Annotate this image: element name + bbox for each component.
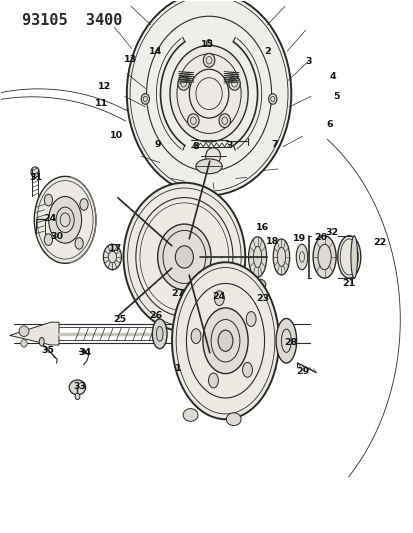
Text: 93105  3400: 93105 3400: [22, 13, 122, 28]
Ellipse shape: [175, 246, 193, 268]
Ellipse shape: [253, 279, 265, 290]
Text: 32: 32: [325, 228, 338, 237]
Ellipse shape: [187, 114, 199, 127]
Ellipse shape: [214, 291, 224, 305]
Text: 22: 22: [372, 238, 385, 247]
Text: 1: 1: [174, 364, 181, 373]
Ellipse shape: [242, 362, 252, 377]
Ellipse shape: [178, 76, 189, 90]
Text: 27: 27: [171, 288, 184, 297]
Ellipse shape: [296, 244, 307, 270]
Ellipse shape: [152, 319, 167, 349]
Ellipse shape: [44, 194, 52, 206]
Ellipse shape: [170, 45, 247, 142]
Ellipse shape: [82, 349, 85, 353]
Text: 8: 8: [192, 142, 198, 151]
Ellipse shape: [49, 197, 81, 243]
Text: 24: 24: [212, 292, 225, 301]
Ellipse shape: [195, 159, 222, 174]
Text: 13: 13: [123, 55, 137, 64]
Ellipse shape: [337, 236, 360, 278]
Ellipse shape: [246, 312, 256, 326]
Ellipse shape: [141, 94, 149, 104]
Text: 26: 26: [149, 311, 162, 320]
Ellipse shape: [103, 244, 121, 270]
Text: 15: 15: [200, 41, 213, 50]
Ellipse shape: [174, 312, 185, 319]
Text: 12: 12: [98, 82, 112, 91]
Ellipse shape: [123, 183, 244, 331]
Ellipse shape: [69, 380, 85, 395]
Ellipse shape: [80, 199, 88, 211]
Text: 25: 25: [113, 315, 126, 324]
Ellipse shape: [208, 373, 218, 388]
Bar: [192, 50, 225, 72]
Ellipse shape: [273, 239, 289, 275]
Text: 21: 21: [342, 279, 355, 288]
Ellipse shape: [205, 148, 220, 165]
Ellipse shape: [312, 236, 335, 278]
Text: 31: 31: [30, 173, 43, 182]
Ellipse shape: [268, 94, 276, 104]
Text: 3: 3: [305, 57, 311, 66]
Ellipse shape: [39, 337, 44, 346]
Ellipse shape: [21, 340, 27, 347]
Text: 6: 6: [325, 120, 332, 129]
Ellipse shape: [191, 329, 200, 344]
Text: 23: 23: [256, 294, 269, 303]
Text: 9: 9: [154, 140, 161, 149]
Ellipse shape: [183, 409, 197, 421]
Text: 16: 16: [255, 223, 268, 232]
Text: 18: 18: [266, 237, 279, 246]
Ellipse shape: [218, 114, 230, 127]
Text: 29: 29: [296, 367, 309, 376]
Text: 4: 4: [329, 72, 335, 81]
Ellipse shape: [19, 326, 29, 336]
Text: 20: 20: [314, 233, 327, 243]
Polygon shape: [9, 322, 59, 345]
Ellipse shape: [275, 318, 296, 363]
Ellipse shape: [172, 262, 278, 419]
Text: 19: 19: [293, 235, 306, 244]
Text: 30: 30: [50, 232, 63, 241]
Ellipse shape: [157, 224, 211, 290]
Text: 28: 28: [284, 338, 297, 348]
Text: 7: 7: [271, 140, 277, 149]
Ellipse shape: [218, 330, 233, 351]
Text: 10: 10: [109, 131, 122, 140]
Text: 35: 35: [41, 346, 54, 355]
Ellipse shape: [202, 308, 247, 374]
Ellipse shape: [228, 76, 240, 90]
Ellipse shape: [350, 236, 357, 278]
Text: 11: 11: [95, 99, 108, 108]
Text: 17: 17: [109, 244, 122, 253]
Text: 24: 24: [43, 214, 57, 223]
Text: 5: 5: [333, 92, 339, 101]
Text: 14: 14: [148, 47, 161, 56]
Text: 34: 34: [78, 348, 91, 357]
Text: 33: 33: [74, 382, 87, 391]
Text: 2: 2: [264, 47, 271, 56]
Ellipse shape: [248, 237, 266, 277]
Ellipse shape: [75, 393, 80, 400]
Ellipse shape: [75, 238, 83, 249]
Ellipse shape: [203, 53, 214, 67]
Ellipse shape: [226, 413, 240, 425]
Ellipse shape: [206, 39, 211, 46]
Text: 3: 3: [225, 141, 232, 150]
Ellipse shape: [31, 167, 39, 177]
Ellipse shape: [44, 234, 52, 245]
Ellipse shape: [34, 176, 96, 263]
Ellipse shape: [126, 0, 291, 196]
